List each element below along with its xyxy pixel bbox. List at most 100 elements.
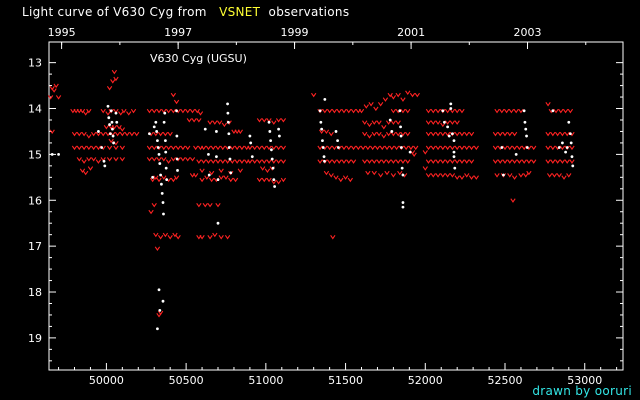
red-point bbox=[256, 159, 263, 164]
red-point bbox=[260, 166, 266, 171]
red-point bbox=[165, 108, 172, 114]
red-point bbox=[83, 170, 89, 176]
white-point bbox=[156, 139, 159, 143]
red-point bbox=[405, 90, 411, 96]
red-point bbox=[360, 145, 366, 151]
white-point bbox=[106, 104, 110, 108]
red-point bbox=[210, 145, 216, 151]
top-year-label: 1995 bbox=[48, 26, 76, 39]
white-point bbox=[321, 139, 324, 143]
red-point bbox=[569, 145, 575, 151]
red-point bbox=[229, 159, 236, 164]
red-point bbox=[545, 131, 551, 137]
red-point bbox=[395, 120, 401, 125]
red-point bbox=[346, 108, 352, 114]
red-point bbox=[377, 102, 384, 107]
white-point bbox=[570, 155, 574, 159]
red-point bbox=[395, 131, 401, 137]
red-point bbox=[330, 235, 336, 240]
red-point bbox=[331, 159, 338, 164]
white-point bbox=[561, 141, 564, 145]
red-point bbox=[384, 145, 390, 151]
red-point bbox=[280, 145, 287, 151]
red-point bbox=[371, 159, 377, 164]
red-point bbox=[264, 168, 271, 174]
red-point bbox=[454, 120, 460, 125]
red-point bbox=[564, 131, 570, 137]
red-point bbox=[559, 131, 566, 137]
x-tick-label: 51000 bbox=[248, 374, 283, 387]
white-point bbox=[163, 139, 167, 143]
red-point bbox=[430, 108, 436, 114]
white-point bbox=[159, 173, 163, 177]
red-point bbox=[531, 145, 537, 151]
red-point bbox=[197, 111, 204, 116]
red-point bbox=[185, 145, 191, 151]
red-point bbox=[83, 111, 89, 116]
y-tick-label: 15 bbox=[28, 148, 42, 161]
white-point bbox=[447, 134, 451, 138]
red-point bbox=[193, 145, 199, 151]
credit-label: drawn by ooruri bbox=[532, 384, 632, 398]
red-point bbox=[381, 134, 387, 139]
red-point bbox=[379, 145, 385, 151]
white-point bbox=[453, 166, 457, 170]
red-point bbox=[459, 131, 465, 137]
red-point bbox=[336, 108, 342, 114]
red-point bbox=[370, 145, 376, 151]
x-tick-label: 51500 bbox=[328, 374, 363, 387]
red-point bbox=[385, 120, 392, 125]
red-point bbox=[338, 177, 344, 183]
red-point bbox=[507, 173, 513, 178]
red-point bbox=[413, 145, 419, 151]
red-point bbox=[511, 159, 518, 164]
white-point bbox=[452, 155, 456, 159]
y-tick-label: 13 bbox=[28, 57, 42, 70]
red-point bbox=[362, 159, 368, 164]
white-point bbox=[176, 169, 179, 172]
white-point bbox=[399, 146, 403, 149]
white-point bbox=[450, 132, 454, 136]
white-point bbox=[164, 150, 168, 154]
red-point bbox=[151, 202, 157, 208]
red-point bbox=[326, 108, 333, 114]
red-point bbox=[126, 111, 132, 116]
red-point bbox=[90, 145, 97, 151]
red-point bbox=[180, 157, 186, 162]
white-point bbox=[161, 299, 165, 303]
red-point bbox=[317, 145, 323, 151]
red-point bbox=[376, 120, 382, 125]
red-point bbox=[444, 108, 451, 114]
red-point bbox=[95, 145, 102, 151]
title-prefix: Light curve of V630 Cyg from bbox=[22, 5, 207, 19]
red-point bbox=[500, 173, 507, 178]
white-point bbox=[320, 127, 324, 131]
red-point bbox=[266, 159, 272, 164]
top-year-label: 1997 bbox=[164, 26, 192, 39]
white-point bbox=[207, 152, 210, 156]
red-point bbox=[449, 108, 456, 114]
red-point bbox=[444, 131, 451, 137]
red-point bbox=[395, 92, 401, 98]
red-point bbox=[389, 145, 395, 151]
red-point bbox=[218, 168, 224, 174]
title-source: VSNET bbox=[219, 5, 261, 19]
white-point bbox=[319, 120, 323, 124]
red-point bbox=[459, 159, 465, 164]
red-point bbox=[170, 92, 177, 98]
red-point bbox=[341, 159, 347, 164]
red-point bbox=[100, 108, 106, 114]
white-point bbox=[111, 127, 114, 131]
red-point bbox=[468, 159, 475, 164]
white-point bbox=[100, 146, 104, 149]
red-point bbox=[551, 173, 558, 178]
white-point bbox=[110, 120, 114, 124]
white-point bbox=[571, 164, 575, 168]
red-point bbox=[464, 173, 470, 178]
red-point bbox=[239, 159, 245, 164]
red-point bbox=[430, 131, 436, 137]
white-point bbox=[115, 120, 119, 124]
red-point bbox=[205, 145, 212, 151]
red-point bbox=[374, 145, 381, 151]
red-point bbox=[55, 95, 62, 100]
